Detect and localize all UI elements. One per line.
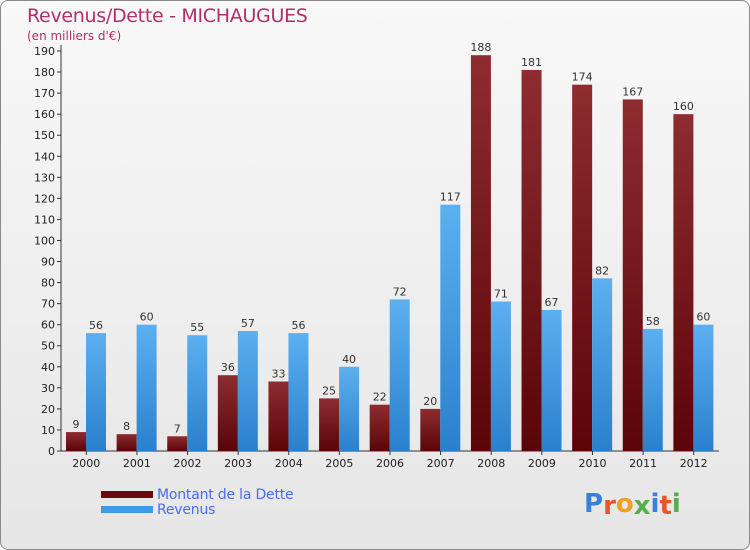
revenus-bar bbox=[187, 335, 208, 451]
data-label: 117 bbox=[440, 191, 461, 204]
x-tick-label: 2000 bbox=[72, 457, 100, 470]
data-label: 72 bbox=[393, 285, 407, 298]
dette-bar bbox=[420, 408, 441, 451]
x-tick-label: 2008 bbox=[477, 457, 505, 470]
data-label: 8 bbox=[123, 420, 130, 433]
dette-bar bbox=[673, 114, 694, 451]
revenus-bar bbox=[592, 278, 613, 451]
x-tick-label: 2006 bbox=[376, 457, 404, 470]
legend-swatch-revenus bbox=[101, 506, 153, 513]
legend: Montant de la Dette Revenus bbox=[101, 486, 294, 518]
data-label: 40 bbox=[342, 353, 356, 366]
revenus-bar bbox=[642, 328, 663, 451]
data-label: 71 bbox=[494, 288, 508, 301]
data-label: 25 bbox=[322, 384, 336, 397]
revenus-bar bbox=[86, 333, 106, 451]
revenus-bar bbox=[490, 301, 511, 451]
legend-item-revenus: Revenus bbox=[101, 501, 293, 518]
y-tick-label: 110 bbox=[34, 213, 55, 226]
y-tick-label: 10 bbox=[41, 424, 55, 437]
data-label: 7 bbox=[174, 422, 181, 435]
dette-bar bbox=[521, 69, 542, 452]
dette-bar bbox=[268, 381, 289, 451]
y-tick-label: 140 bbox=[34, 150, 55, 163]
x-tick-label: 2002 bbox=[174, 457, 202, 470]
data-label: 167 bbox=[622, 85, 643, 98]
x-tick-label: 2009 bbox=[528, 457, 556, 470]
dette-bar bbox=[622, 99, 643, 451]
data-label: 9 bbox=[73, 418, 80, 431]
revenus-bar bbox=[288, 333, 309, 451]
chart-subtitle: (en milliers d'€) bbox=[27, 29, 122, 43]
data-label: 160 bbox=[673, 100, 694, 113]
y-tick-label: 180 bbox=[34, 66, 55, 79]
data-label: 188 bbox=[470, 41, 491, 54]
data-label: 58 bbox=[646, 315, 660, 328]
dette-bar bbox=[369, 404, 390, 451]
data-label: 55 bbox=[190, 321, 204, 334]
dette-bar bbox=[217, 375, 238, 451]
data-label: 174 bbox=[572, 71, 593, 84]
x-tick-label: 2003 bbox=[224, 457, 252, 470]
data-label: 56 bbox=[291, 319, 305, 332]
y-tick-label: 100 bbox=[34, 234, 55, 247]
x-tick-label: 2011 bbox=[629, 457, 657, 470]
data-label: 57 bbox=[241, 317, 255, 330]
data-label: 181 bbox=[521, 56, 542, 69]
y-tick-label: 0 bbox=[48, 445, 55, 458]
dette-bar bbox=[116, 434, 137, 451]
revenus-bar bbox=[237, 331, 258, 451]
x-tick-label: 2012 bbox=[680, 457, 708, 470]
dette-bar bbox=[572, 84, 593, 452]
proxiti-logo: Proxiti bbox=[584, 489, 681, 521]
y-tick-label: 90 bbox=[41, 256, 55, 269]
legend-item-dette: Montant de la Dette bbox=[101, 486, 294, 503]
y-tick-label: 20 bbox=[41, 403, 55, 416]
y-tick-label: 160 bbox=[34, 108, 55, 121]
data-label: 82 bbox=[595, 264, 609, 277]
revenus-bar bbox=[541, 309, 562, 451]
revenus-bar bbox=[136, 324, 157, 451]
revenus-bar bbox=[339, 366, 360, 451]
legend-label-dette: Montant de la Dette bbox=[157, 486, 294, 503]
y-tick-label: 130 bbox=[34, 171, 55, 184]
revenus-bar bbox=[693, 324, 714, 451]
dette-bar bbox=[66, 432, 86, 451]
y-tick-label: 80 bbox=[41, 277, 55, 290]
legend-swatch-dette bbox=[101, 491, 153, 498]
x-tick-label: 2005 bbox=[325, 457, 353, 470]
data-label: 36 bbox=[221, 361, 235, 374]
x-tick-label: 2001 bbox=[123, 457, 151, 470]
data-label: 67 bbox=[545, 296, 559, 309]
y-tick-label: 50 bbox=[41, 340, 55, 353]
dette-bar bbox=[319, 398, 340, 451]
y-tick-label: 170 bbox=[34, 87, 55, 100]
y-tick-label: 40 bbox=[41, 361, 55, 374]
dette-bar bbox=[470, 55, 491, 452]
data-label: 20 bbox=[423, 395, 437, 408]
data-label: 60 bbox=[696, 311, 710, 324]
data-label: 22 bbox=[373, 391, 387, 404]
chart-title: Revenus/Dette - MICHAUGUES bbox=[27, 5, 308, 27]
revenus-bar bbox=[440, 204, 461, 451]
legend-label-revenus: Revenus bbox=[157, 501, 216, 518]
y-tick-label: 150 bbox=[34, 129, 55, 142]
x-tick-label: 2007 bbox=[427, 457, 455, 470]
y-tick-label: 70 bbox=[41, 298, 55, 311]
revenus-bar bbox=[389, 299, 410, 451]
x-tick-label: 2010 bbox=[578, 457, 606, 470]
y-tick-label: 60 bbox=[41, 319, 55, 332]
y-tick-label: 190 bbox=[34, 45, 55, 58]
data-label: 56 bbox=[89, 319, 103, 332]
data-label: 33 bbox=[271, 368, 285, 381]
x-tick-label: 2004 bbox=[275, 457, 303, 470]
y-tick-label: 30 bbox=[41, 382, 55, 395]
y-tick-label: 120 bbox=[34, 192, 55, 205]
dette-bar bbox=[167, 436, 188, 451]
data-label: 60 bbox=[140, 311, 154, 324]
